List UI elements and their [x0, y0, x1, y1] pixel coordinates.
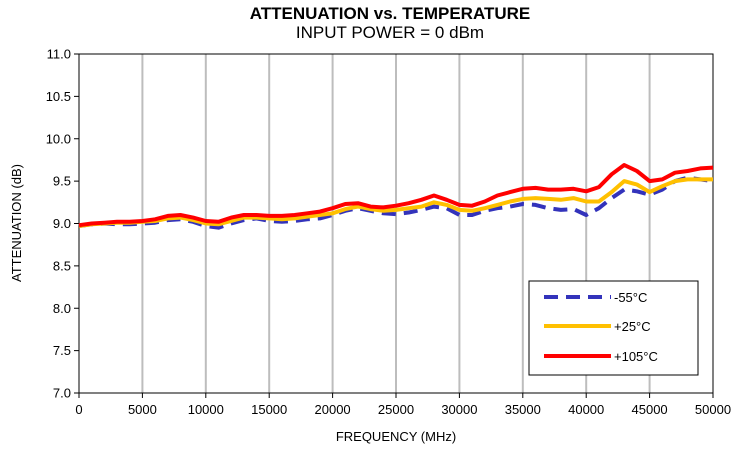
x-tick-label: 15000 [251, 402, 287, 417]
x-tick-label: 40000 [568, 402, 604, 417]
y-tick-label: 8.5 [53, 258, 71, 273]
legend: -55°C +25°C +105°C [529, 281, 698, 375]
y-axis-label: ATTENUATION (dB) [9, 164, 24, 282]
legend-label: +105°C [614, 349, 658, 364]
x-tick-label: 0 [75, 402, 82, 417]
y-tick-label: 9.5 [53, 174, 71, 189]
x-tick-label: 35000 [505, 402, 541, 417]
y-tick-label: 7.5 [53, 343, 71, 358]
x-tick-label: 20000 [315, 402, 351, 417]
legend-label: +25°C [614, 319, 651, 334]
y-tick-label: 11.0 [47, 47, 71, 62]
y-tick-label: 7.0 [53, 386, 71, 401]
legend-label: -55°C [614, 290, 647, 305]
x-tick-label: 25000 [378, 402, 414, 417]
x-tick-label: 5000 [128, 402, 157, 417]
y-tick-label: 10.5 [46, 89, 71, 104]
y-tick-label: 10.0 [46, 131, 71, 146]
x-tick-label: 10000 [188, 402, 224, 417]
y-tick-label: 8.0 [53, 301, 71, 316]
x-tick-label: 30000 [441, 402, 477, 417]
x-tick-label: 50000 [695, 402, 731, 417]
x-tick-label: 45000 [632, 402, 668, 417]
x-axis-label: FREQUENCY (MHz) [336, 429, 456, 444]
y-tick-label: 9.0 [53, 216, 71, 231]
